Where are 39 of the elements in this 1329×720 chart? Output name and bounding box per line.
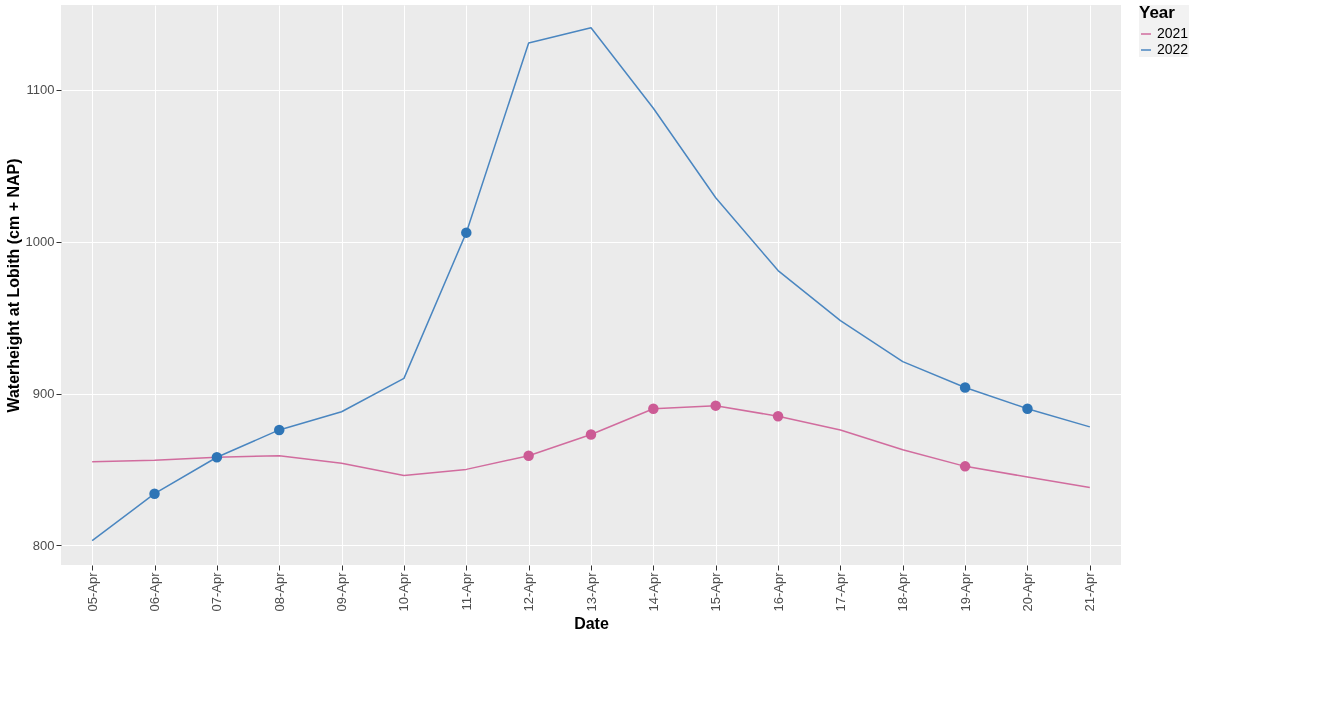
y-tick-label: 1000 [25, 234, 55, 250]
legend-title: Year [1139, 3, 1176, 22]
y-tick-label: 1100 [26, 82, 55, 98]
point [585, 429, 597, 440]
x-tick-label: 20-Apr [1019, 571, 1035, 612]
x-tick-label: 16-Apr [770, 571, 786, 612]
y-tick-label: 900 [32, 386, 55, 402]
x-tick-label: 18-Apr [895, 571, 911, 612]
x-tick-label: 08-Apr [271, 571, 287, 612]
point [772, 411, 784, 422]
x-tick-label: 13-Apr [583, 571, 599, 612]
legend-label: 2021 [1157, 25, 1189, 41]
point [273, 424, 285, 436]
point [149, 488, 160, 499]
point [648, 403, 659, 414]
point [1022, 403, 1033, 414]
y-axis-title: Waterheight at Lobith (cm + NAP) [4, 158, 22, 413]
x-tick-label: 12-Apr [521, 571, 537, 612]
x-tick-label: 15-Apr [708, 571, 724, 612]
point [523, 450, 534, 461]
x-tick-label: 10-Apr [396, 571, 412, 612]
line-series [91, 27, 1091, 542]
point [461, 227, 472, 238]
x-tick-label: 19-Apr [957, 571, 973, 612]
point [959, 382, 971, 393]
x-axis-title: Date [574, 614, 609, 632]
x-tick-label: 17-Apr [832, 571, 848, 612]
point [710, 400, 721, 411]
legend-label: 2022 [1157, 41, 1189, 57]
point [211, 452, 223, 463]
point [959, 461, 971, 472]
x-tick-label: 06-Apr [147, 571, 163, 612]
x-tick-label: 05-Apr [84, 571, 100, 612]
y-tick-label: 800 [32, 537, 55, 553]
x-tick-label: 21-Apr [1082, 571, 1098, 612]
x-tick-label: 11-Apr [458, 571, 474, 611]
x-tick-label: 14-Apr [645, 571, 661, 612]
x-tick-label: 09-Apr [334, 571, 350, 612]
x-tick-label: 07-Apr [209, 571, 225, 612]
